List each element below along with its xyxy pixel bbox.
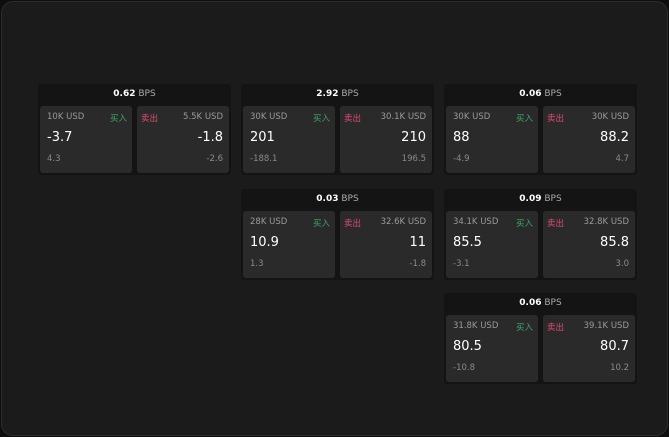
ask-change: 3.0 — [615, 259, 629, 269]
ask-price: 11 — [409, 235, 426, 250]
buy-tile[interactable]: 28K USD 买入 10.9 1.3 — [243, 211, 335, 278]
spread-header: 0.62 BPS — [38, 84, 231, 104]
buy-label: 买入 — [312, 219, 330, 229]
spread-unit: BPS — [544, 89, 562, 99]
buy-label: 买入 — [312, 114, 330, 124]
ask-size: 32.8K USD — [583, 217, 629, 227]
ask-price: 88.2 — [600, 130, 629, 145]
sell-tile[interactable]: 卖出 32.8K USD 85.8 3.0 — [543, 211, 635, 278]
bid-change: -3.1 — [453, 259, 470, 269]
spread-unit: BPS — [341, 89, 359, 99]
bid-change: -4.9 — [453, 154, 470, 164]
bid-change: -10.8 — [453, 363, 475, 373]
bid-price: -3.7 — [47, 130, 73, 145]
ask-size: 30K USD — [591, 112, 629, 122]
buy-tile[interactable]: 30K USD 买入 201 -188.1 — [243, 106, 335, 173]
spread-header: 0.03 BPS — [241, 189, 434, 209]
quote-card: 2.92 BPS 30K USD 买入 201 -188.1 卖出 30.1K … — [241, 84, 434, 175]
spread-value: 0.06 — [519, 89, 542, 99]
ask-price: -1.8 — [197, 130, 223, 145]
sell-tile[interactable]: 卖出 30K USD 88.2 4.7 — [543, 106, 635, 173]
ask-price: 80.7 — [600, 339, 629, 354]
quote-card: 0.03 BPS 28K USD 买入 10.9 1.3 卖出 32.6K US… — [241, 189, 434, 280]
bid-change: -188.1 — [250, 154, 278, 164]
ask-change: -2.6 — [206, 154, 223, 164]
ask-size: 32.6K USD — [380, 217, 426, 227]
sell-tile[interactable]: 卖出 32.6K USD 11 -1.8 — [340, 211, 432, 278]
spread-header: 0.06 BPS — [444, 84, 637, 104]
spread-unit: BPS — [544, 194, 562, 204]
bid-change: 4.3 — [47, 154, 61, 164]
buy-tile[interactable]: 34.1K USD 买入 85.5 -3.1 — [446, 211, 538, 278]
spread-value: 2.92 — [316, 89, 339, 99]
sell-label: 卖出 — [547, 114, 565, 124]
ask-change: -1.8 — [409, 259, 426, 269]
spread-value: 0.09 — [519, 194, 542, 204]
spread-header: 2.92 BPS — [241, 84, 434, 104]
buy-label: 买入 — [515, 323, 533, 333]
ask-size: 5.5K USD — [183, 112, 223, 122]
ask-change: 10.2 — [610, 363, 629, 373]
sell-label: 卖出 — [547, 323, 565, 333]
buy-label: 买入 — [515, 114, 533, 124]
ask-change: 4.7 — [615, 154, 629, 164]
quote-card: 0.09 BPS 34.1K USD 买入 85.5 -3.1 卖出 32.8K… — [444, 189, 637, 280]
spread-unit: BPS — [341, 194, 359, 204]
bid-change: 1.3 — [250, 259, 264, 269]
buy-tile[interactable]: 30K USD 买入 88 -4.9 — [446, 106, 538, 173]
spread-value: 0.03 — [316, 194, 339, 204]
buy-label: 买入 — [515, 219, 533, 229]
bid-price: 88 — [453, 130, 470, 145]
sell-label: 卖出 — [547, 219, 565, 229]
spread-header: 0.09 BPS — [444, 189, 637, 209]
quote-card: 0.06 BPS 31.8K USD 买入 80.5 -10.8 卖出 39.1… — [444, 293, 637, 384]
ask-price: 85.8 — [600, 235, 629, 250]
ask-price: 210 — [401, 130, 426, 145]
ask-change: 196.5 — [401, 154, 426, 164]
spread-value: 0.06 — [519, 298, 542, 308]
sell-tile[interactable]: 卖出 30.1K USD 210 196.5 — [340, 106, 432, 173]
bid-price: 85.5 — [453, 235, 482, 250]
spread-header: 0.06 BPS — [444, 293, 637, 313]
buy-label: 买入 — [109, 114, 127, 124]
spread-unit: BPS — [138, 89, 156, 99]
bid-price: 201 — [250, 130, 275, 145]
bid-size: 30K USD — [250, 112, 288, 122]
bid-size: 28K USD — [250, 217, 288, 227]
quote-card: 0.62 BPS 10K USD 买入 -3.7 4.3 卖出 5.5K USD… — [38, 84, 231, 175]
bid-price: 10.9 — [250, 235, 279, 250]
sell-tile[interactable]: 卖出 39.1K USD 80.7 10.2 — [543, 315, 635, 382]
buy-tile[interactable]: 10K USD 买入 -3.7 4.3 — [40, 106, 132, 173]
sell-label: 卖出 — [344, 114, 362, 124]
buy-tile[interactable]: 31.8K USD 买入 80.5 -10.8 — [446, 315, 538, 382]
sell-label: 卖出 — [141, 114, 159, 124]
bid-size: 30K USD — [453, 112, 491, 122]
bid-size: 31.8K USD — [453, 321, 499, 331]
sell-label: 卖出 — [344, 219, 362, 229]
spread-value: 0.62 — [113, 89, 136, 99]
bid-size: 34.1K USD — [453, 217, 499, 227]
bid-size: 10K USD — [47, 112, 85, 122]
ask-size: 30.1K USD — [380, 112, 426, 122]
ask-size: 39.1K USD — [583, 321, 629, 331]
quote-card: 0.06 BPS 30K USD 买入 88 -4.9 卖出 30K USD 8… — [444, 84, 637, 175]
bid-price: 80.5 — [453, 339, 482, 354]
sell-tile[interactable]: 卖出 5.5K USD -1.8 -2.6 — [137, 106, 229, 173]
spread-unit: BPS — [544, 298, 562, 308]
